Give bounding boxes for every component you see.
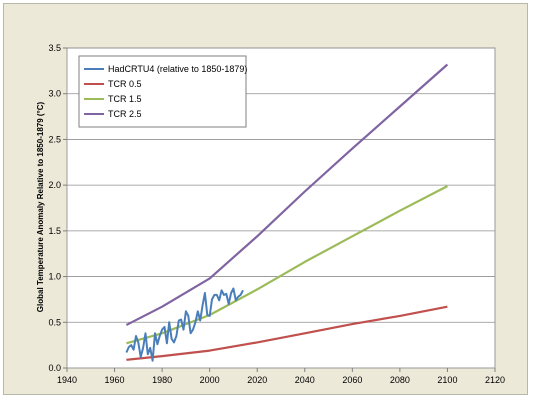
series-line-3 <box>125 63 449 326</box>
legend: HadCRTU4 (relative to 1850-1879) TCR 0.5 T… <box>78 55 247 128</box>
x-tick-label-1: 1960 <box>105 375 125 385</box>
x-tick-label-7: 2080 <box>390 375 410 385</box>
legend-label-3: TCR 2.5 <box>108 109 142 119</box>
y-tick-label-3: 1.5 <box>48 226 61 236</box>
series-line-1 <box>126 305 448 361</box>
y-tick-label-7: 3.5 <box>48 43 61 53</box>
x-tick-label-9: 2120 <box>485 375 505 385</box>
x-tick-label-0: 1940 <box>57 375 77 385</box>
y-tick-label-2: 1.0 <box>48 272 61 282</box>
y-tick-label-1: 0.5 <box>48 317 61 327</box>
line-chart: 0.0 0.5 1.0 1.5 2.0 2.5 3.0 3.5 1940 1960 1980 200… <box>36 43 505 385</box>
legend-label-1: TCR 0.5 <box>108 79 142 89</box>
y-tick-label-0: 0.0 <box>48 363 61 373</box>
series-line-0 <box>125 287 244 362</box>
legend-label-0: HadCRTU4 (relative to 1850-1879) <box>108 64 247 74</box>
x-tick-label-4: 2020 <box>247 375 267 385</box>
legend-box <box>78 55 247 128</box>
x-tick-label-3: 2000 <box>200 375 220 385</box>
x-tick-label-5: 2040 <box>295 375 315 385</box>
y-tick-label-6: 3.0 <box>48 89 61 99</box>
y-tick-label-5: 2.5 <box>48 134 61 144</box>
chart-frame: 0.0 0.5 1.0 1.5 2.0 2.5 3.0 3.5 1940 1960 1980 200… <box>3 3 528 395</box>
x-tick-label-8: 2100 <box>437 375 457 385</box>
y-axis-title: Global Temperature Anomaly Relative to 1… <box>36 101 45 312</box>
x-tick-label-2: 1980 <box>152 375 172 385</box>
y-tick-label-4: 2.0 <box>48 180 61 190</box>
x-tick-label-6: 2060 <box>342 375 362 385</box>
legend-label-2: TCR 1.5 <box>108 94 142 104</box>
